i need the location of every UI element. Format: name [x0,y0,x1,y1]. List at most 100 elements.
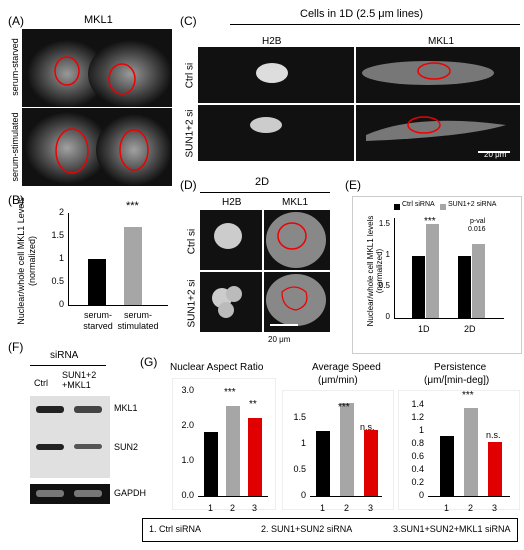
g3-bar-1 [440,435,454,496]
g-legend-3: 3.SUN1+SUN2+MKL1 siRNA [393,524,511,534]
g3-frame [398,390,520,510]
panel-e-bar-2d-ctrl [458,255,471,318]
g2-xtick-1: 1 [320,503,326,513]
g1-ytick-1: 1.0 [181,455,194,465]
panel-d-ctrl-mkl1 [264,210,330,270]
g2-ytick-0: 0 [300,490,306,500]
panel-f-lane-ctrl: Ctrl [34,378,48,388]
panel-d-row-sun: SUN1+2 si [186,279,198,328]
g-legend-2: 2. SUN1+SUN2 siRNA [261,524,353,534]
panel-e-ytick-1: 0.5 [378,281,390,290]
panel-e-frame [352,196,522,354]
g1-bar-2 [226,405,240,496]
g2-sig-3: n.s. [360,422,375,432]
panel-c-header-line [230,24,520,25]
g3-xaxis [428,496,510,497]
g1-frame [172,378,276,510]
g3-ytick-5: 1 [418,425,424,435]
panel-f-letter: (F) [8,340,24,354]
panel-d-row-ctrl: Ctrl si [186,228,198,255]
panel-d-header-line [200,192,330,193]
panel-e-bar-1d-ctrl [412,255,425,318]
g3-sig-2: *** [462,390,474,401]
g3-ytick-6: 1.2 [411,412,424,422]
g-legend-1: 1. Ctrl siRNA [149,524,202,534]
g3-title: Persistence [434,362,487,373]
panel-g-legend: 1. Ctrl siRNA 2. SUN1+SUN2 siRNA 3.SUN1+… [142,518,518,542]
panel-e-xlabel-1d: 1D [418,324,430,334]
panel-e-ytick-2: 1 [385,250,390,259]
panel-d-sun-mkl1 [264,272,330,332]
panel-c-ctrl-mkl1 [356,47,520,103]
panel-e-ytick-3: 1.5 [378,219,390,228]
g1-ytick-3: 3.0 [181,385,194,395]
g2-sig-2: *** [338,402,350,413]
g2-ytick-1: 0.5 [293,464,306,474]
panel-c-col-mkl1: MKL1 [428,36,455,47]
panel-c-row-sun: SUN1+2 si [184,109,196,158]
g1-bar-1 [204,432,218,496]
panel-e-legend-swatch-sun [440,204,446,210]
panel-d-col-h2b: H2B [222,197,242,208]
g2-bar-3 [364,430,378,496]
panel-b-letter: (B) [8,193,24,207]
g2-ytick-2: 1 [300,438,306,448]
panel-a-title: MKL1 [84,14,113,26]
panel-a-letter: (A) [8,14,24,28]
g2-xtick-2: 2 [344,503,350,513]
panel-b-xaxis [68,305,168,306]
panel-b-bar-starved [88,259,106,305]
g1-ytick-0: 0.0 [181,490,194,500]
panel-d-header: 2D [255,176,270,188]
g3-xtick-3: 3 [492,503,498,513]
panel-f-band-gapdh: GAPDH [114,488,147,498]
panel-b-xlabel-1: serum-starved [83,310,113,331]
g3-xtick-1: 1 [444,503,450,513]
g3-bar-2 [464,408,478,496]
panel-d-ctrl-h2b [200,210,262,270]
g3-bar-3 [488,441,502,496]
g2-frame [282,390,394,510]
g3-ytick-1: 0.2 [411,477,424,487]
panel-b-bar-stimulated [124,226,142,305]
panel-b-yaxis [68,213,69,305]
panel-f-blot [30,396,110,478]
g3-ytick-0: 0 [418,490,424,500]
panel-c-letter: (C) [180,14,197,28]
g1-xaxis [198,496,268,497]
panel-c-sun-mkl1 [356,105,520,161]
g1-xtick-2: 2 [230,503,236,513]
panel-a-stimulated-image [22,108,172,186]
panel-e-xlabel-2d: 2D [464,324,476,334]
g3-xtick-2: 2 [468,503,474,513]
panel-c-header: Cells in 1D (2.5 μm lines) [300,8,424,20]
g3-ytick-4: 0.8 [411,438,424,448]
panel-c-row-ctrl: Ctrl si [184,62,196,89]
g3-title2: (μm/[min-deg]) [424,375,490,386]
panel-f-header-line [30,365,106,366]
g1-title: Nuclear Aspect Ratio [170,362,264,373]
panel-d-scalebar: 20 μm [268,335,291,344]
panel-e-bar-1d-sun [426,224,439,318]
panel-g-letter: (G) [140,355,158,369]
g3-ytick-3: 0.6 [411,451,424,461]
g2-xaxis [310,496,382,497]
panel-c-ctrl-h2b [198,47,354,103]
panel-d-letter: (D) [180,178,197,192]
panel-e-pval: p-val [470,218,486,225]
g2-xtick-3: 3 [368,503,374,513]
panel-b-ytick-0: 0 [58,299,64,309]
g3-ytick-2: 0.4 [411,464,424,474]
panel-b-ytick-2: 1 [58,253,64,263]
panel-e-sig: *** [424,216,436,227]
panel-b-xlabel-2: serum-stimulated [117,310,159,331]
panel-e-xaxis [394,318,504,319]
panel-a-row-label-1: serum-starved [10,38,20,96]
panel-f-band-mkl1: MKL1 [114,403,138,413]
panel-b-ylabel: Nuclear/whole cell MKL1 Levels (normaliz… [16,197,37,325]
g3-sig-3: n.s. [486,430,501,440]
g1-xtick-3: 3 [252,503,258,513]
g1-ytick-2: 2.0 [181,420,194,430]
g2-bar-2 [340,402,354,496]
g2-title: Average Speed [312,362,381,373]
